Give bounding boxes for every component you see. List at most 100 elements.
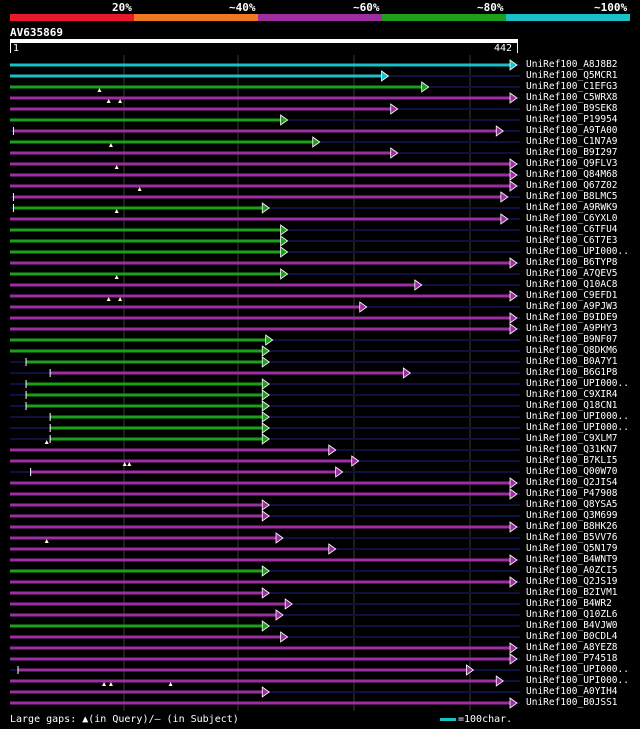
hit-label[interactable]: UniRef100_P74518 <box>526 653 618 664</box>
hit-arrow[interactable] <box>495 675 504 687</box>
hit-arrow[interactable] <box>509 312 518 324</box>
hit-label[interactable]: UniRef100_B0CDL4 <box>526 631 618 642</box>
hit-arrow[interactable] <box>402 367 412 379</box>
hit-arrow[interactable] <box>261 345 270 357</box>
hit-arrow[interactable] <box>509 158 518 170</box>
hit-label[interactable]: UniRef100_UPI000.. <box>526 675 629 686</box>
hit-arrow[interactable] <box>312 136 321 148</box>
hit-label[interactable]: UniRef100_B6G1P8 <box>526 367 618 378</box>
hit-label[interactable]: UniRef100_Q00W70 <box>526 466 618 477</box>
hit-label[interactable]: UniRef100_C6T7E3 <box>526 235 618 246</box>
hit-arrow[interactable] <box>261 202 270 214</box>
hit-label[interactable]: UniRef100_Q18CN1 <box>526 400 618 411</box>
hit-label[interactable]: UniRef100_A0ZCI5 <box>526 565 618 576</box>
hit-arrow[interactable] <box>261 620 270 632</box>
hit-label[interactable]: UniRef100_Q2JS19 <box>526 576 618 587</box>
hit-arrow[interactable] <box>509 257 518 269</box>
hit-label[interactable]: UniRef100_P19954 <box>526 114 618 125</box>
hit-arrow[interactable] <box>261 686 270 698</box>
hit-arrow[interactable] <box>261 378 270 390</box>
hit-label[interactable]: UniRef100_B8LMC5 <box>526 191 618 202</box>
hit-arrow[interactable] <box>381 70 390 82</box>
hit-label[interactable]: UniRef100_B9SEK8 <box>526 103 618 114</box>
hit-label[interactable]: UniRef100_Q84M68 <box>526 169 618 180</box>
hit-arrow[interactable] <box>509 488 518 500</box>
hit-label[interactable]: UniRef100_A8YEZ8 <box>526 642 618 653</box>
hit-label[interactable]: UniRef100_C6TFU4 <box>526 224 618 235</box>
hit-label[interactable]: UniRef100_Q3M699 <box>526 510 618 521</box>
hit-label[interactable]: UniRef100_B9NF07 <box>526 334 618 345</box>
hit-label[interactable]: UniRef100_C9XIR4 <box>526 389 618 400</box>
hit-arrow[interactable] <box>280 114 289 126</box>
hit-arrow[interactable] <box>509 576 518 588</box>
hit-label[interactable]: UniRef100_B0A7Y1 <box>526 356 618 367</box>
hit-arrow[interactable] <box>509 180 518 192</box>
hit-label[interactable]: UniRef100_Q5MCR1 <box>526 70 618 81</box>
hit-arrow[interactable] <box>328 543 337 555</box>
hit-label[interactable]: UniRef100_UPI000.. <box>526 246 629 257</box>
hit-label[interactable]: UniRef100_B0JSS1 <box>526 697 618 708</box>
hit-arrow[interactable] <box>335 466 344 478</box>
hit-arrow[interactable] <box>509 323 518 335</box>
hit-label[interactable]: UniRef100_Q10ZL6 <box>526 609 618 620</box>
hit-arrow[interactable] <box>351 455 360 467</box>
hit-label[interactable]: UniRef100_B6TYP8 <box>526 257 618 268</box>
hit-label[interactable]: UniRef100_B9I297 <box>526 147 618 158</box>
hit-arrow[interactable] <box>509 697 518 709</box>
hit-label[interactable]: UniRef100_UPI000.. <box>526 664 629 675</box>
hit-arrow[interactable] <box>261 510 270 522</box>
hit-label[interactable]: UniRef100_B7KLI5 <box>526 455 618 466</box>
hit-label[interactable]: UniRef100_UPI000.. <box>526 378 629 389</box>
hit-label[interactable]: UniRef100_A8J8B2 <box>526 59 618 70</box>
hit-arrow[interactable] <box>280 246 289 258</box>
hit-arrow[interactable] <box>421 81 430 93</box>
hit-arrow[interactable] <box>280 268 289 280</box>
hit-arrow[interactable] <box>261 389 270 401</box>
hit-arrow[interactable] <box>500 191 509 203</box>
hit-label[interactable]: UniRef100_Q8YSA5 <box>526 499 618 510</box>
hit-label[interactable]: UniRef100_C1EFG3 <box>526 81 618 92</box>
hit-arrow[interactable] <box>261 499 270 511</box>
hit-label[interactable]: UniRef100_Q31KN7 <box>526 444 618 455</box>
hit-arrow[interactable] <box>509 554 518 566</box>
hit-arrow[interactable] <box>280 224 289 236</box>
hit-arrow[interactable] <box>390 103 399 115</box>
hit-arrow[interactable] <box>280 631 289 643</box>
hit-label[interactable]: UniRef100_UPI000.. <box>526 411 629 422</box>
hit-label[interactable]: UniRef100_C5WRX8 <box>526 92 618 103</box>
hit-arrow[interactable] <box>500 213 509 225</box>
hit-arrow[interactable] <box>509 290 518 302</box>
hit-arrow[interactable] <box>359 301 368 313</box>
hit-arrow[interactable] <box>495 125 504 137</box>
hit-label[interactable]: UniRef100_P47908 <box>526 488 618 499</box>
hit-label[interactable]: UniRef100_A7QEV5 <box>526 268 618 279</box>
hit-arrow[interactable] <box>509 92 518 104</box>
hit-arrow[interactable] <box>261 400 270 412</box>
hit-label[interactable]: UniRef100_Q67Z02 <box>526 180 618 191</box>
hit-arrow[interactable] <box>275 609 284 621</box>
hit-arrow[interactable] <box>261 565 270 577</box>
hit-arrow[interactable] <box>265 334 274 346</box>
hit-arrow[interactable] <box>509 169 518 181</box>
hit-label[interactable]: UniRef100_A9PJW3 <box>526 301 618 312</box>
hit-label[interactable]: UniRef100_B4VJW0 <box>526 620 618 631</box>
hit-label[interactable]: UniRef100_A9TA00 <box>526 125 618 136</box>
hit-label[interactable]: UniRef100_C6YXL0 <box>526 213 618 224</box>
hit-label[interactable]: UniRef100_A9PHY3 <box>526 323 618 334</box>
hit-label[interactable]: UniRef100_B4WR2 <box>526 598 612 609</box>
hit-label[interactable]: UniRef100_B9IDE9 <box>526 312 618 323</box>
hit-label[interactable]: UniRef100_Q10AC8 <box>526 279 618 290</box>
hit-arrow[interactable] <box>509 59 518 71</box>
hit-arrow[interactable] <box>414 279 423 291</box>
hit-label[interactable]: UniRef100_A9RWK9 <box>526 202 618 213</box>
hit-arrow[interactable] <box>261 356 270 368</box>
hit-label[interactable]: UniRef100_B5VV76 <box>526 532 618 543</box>
hit-label[interactable]: UniRef100_Q9FLV3 <box>526 158 618 169</box>
hit-arrow[interactable] <box>466 664 475 676</box>
hit-label[interactable]: UniRef100_C1N7A9 <box>526 136 618 147</box>
hit-arrow[interactable] <box>509 477 518 489</box>
hit-arrow[interactable] <box>509 521 518 533</box>
hit-label[interactable]: UniRef100_UPI000.. <box>526 422 629 433</box>
hit-label[interactable]: UniRef100_B2IVM1 <box>526 587 618 598</box>
hit-arrow[interactable] <box>284 598 293 610</box>
